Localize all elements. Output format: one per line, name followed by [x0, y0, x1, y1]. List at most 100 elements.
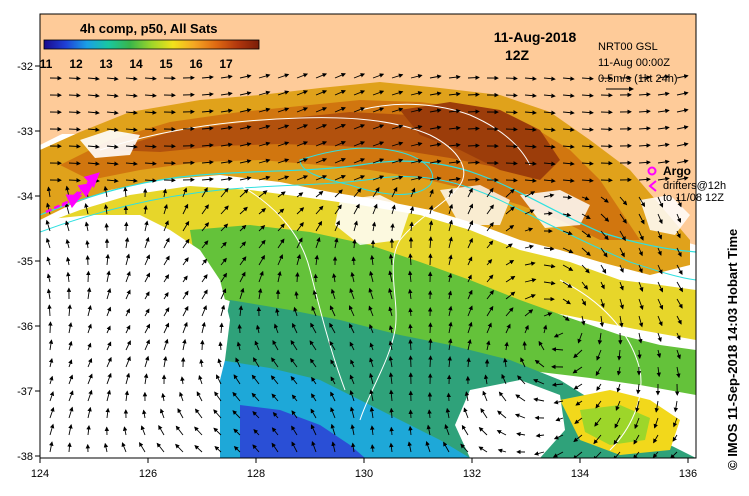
current-arrow-icon [638, 126, 651, 131]
current-arrow-icon [239, 206, 248, 215]
current-arrow-icon [334, 220, 340, 232]
current-arrow-icon [520, 357, 526, 368]
current-arrow-icon [124, 221, 129, 232]
current-arrow-icon [329, 305, 336, 317]
current-arrow-icon [369, 389, 374, 402]
current-source: NRT00 GSL [598, 41, 658, 53]
current-arrow-icon [657, 159, 670, 165]
colorbar-tick-label: 14 [129, 57, 143, 71]
current-arrow-icon [676, 108, 689, 113]
current-arrow-icon [46, 256, 51, 266]
current-arrow-icon [410, 90, 423, 96]
current-arrow-icon [372, 187, 380, 198]
current-arrow-icon [125, 271, 131, 283]
current-arrow-icon [252, 444, 260, 453]
current-arrow-icon [251, 374, 260, 385]
current-arrow-icon [330, 407, 336, 419]
current-arrow-icon [443, 441, 450, 453]
drifter-label-1: drifters@12h [663, 180, 726, 192]
current-arrow-icon [182, 203, 189, 215]
current-arrow-icon [315, 90, 328, 96]
current-arrow-icon [106, 127, 119, 132]
current-arrow-icon [467, 321, 473, 334]
current-arrow-icon [87, 144, 100, 149]
current-arrow-icon [182, 338, 187, 351]
current-arrow-icon [270, 375, 279, 385]
current-arrow-icon [87, 389, 93, 402]
current-arrow-icon [595, 366, 602, 376]
current-arrow-icon [239, 287, 245, 300]
current-arrow-icon [311, 440, 317, 453]
current-arrow-icon [370, 444, 375, 453]
current-arrow-icon [295, 272, 300, 283]
current-arrow-icon [277, 223, 285, 232]
current-arrow-icon [271, 427, 279, 436]
colorbar-tick-label: 16 [189, 57, 203, 71]
current-arrow-icon [634, 417, 640, 430]
current-arrow-icon [555, 417, 564, 422]
current-arrow-icon [670, 451, 678, 458]
current-arrow-icon [201, 240, 209, 249]
current-arrow-icon [429, 159, 442, 164]
current-arrow-icon [253, 357, 260, 368]
drifter-label-2: to 11/08 12Z [663, 192, 724, 204]
current-arrow-icon [599, 315, 605, 328]
current-arrow-icon [388, 355, 394, 368]
current-arrow-icon [125, 127, 138, 132]
current-arrow-icon [638, 143, 651, 148]
current-arrow-icon [66, 271, 71, 283]
current-arrow-icon [447, 356, 452, 368]
current-arrow-icon [310, 408, 317, 419]
current-arrow-icon [144, 220, 149, 232]
current-arrow-icon [496, 430, 507, 436]
current-arrow-icon [87, 342, 92, 351]
current-arrow-icon [638, 213, 645, 225]
current-arrow-icon [143, 373, 149, 385]
current-arrow-icon [85, 255, 90, 266]
current-arrow-icon [596, 383, 602, 392]
current-arrow-icon [486, 289, 494, 300]
current-arrow-icon [676, 230, 681, 239]
current-arrow-icon [505, 206, 515, 215]
current-arrow-icon [447, 338, 453, 351]
current-arrow-icon [315, 175, 328, 181]
current-arrow-icon [389, 426, 394, 436]
current-arrow-icon [653, 417, 659, 429]
current-arrow-icon [201, 222, 210, 232]
current-arrow-icon [330, 391, 336, 402]
current-arrow-icon [353, 188, 362, 198]
current-arrow-icon [657, 74, 670, 80]
cloud-west [40, 215, 230, 458]
current-arrow-icon [505, 260, 515, 266]
current-arrow-icon [466, 357, 471, 368]
current-arrow-icon [505, 291, 516, 300]
current-arrow-icon [638, 230, 644, 241]
current-arrow-icon [290, 357, 298, 368]
current-arrow-icon [182, 321, 188, 334]
current-arrow-icon [581, 230, 592, 238]
current-arrow-icon [201, 305, 207, 317]
current-arrow-icon [330, 423, 336, 436]
current-arrow-icon [163, 220, 169, 232]
current-arrow-icon [219, 322, 224, 334]
current-arrow-icon [409, 206, 415, 215]
current-arrow-icon [271, 442, 279, 453]
lat-tick-label: -35 [17, 256, 33, 268]
current-arrow-icon [388, 287, 393, 300]
current-arrow-icon [635, 400, 640, 413]
current-arrow-icon [182, 220, 190, 232]
current-arrow-icon [87, 127, 100, 132]
current-arrow-icon [124, 237, 130, 249]
current-arrow-icon [429, 188, 434, 198]
current-arrow-icon [467, 92, 480, 97]
current-arrow-icon [352, 238, 357, 249]
current-arrow-icon [329, 322, 336, 334]
current-arrow-icon [163, 255, 170, 266]
current-arrow-icon [330, 359, 336, 368]
current-arrow-icon [313, 273, 318, 283]
contour-d [559, 279, 642, 451]
current-arrow-icon [353, 107, 366, 113]
current-arrow-icon [46, 202, 51, 215]
current-arrow-icon [391, 90, 404, 96]
